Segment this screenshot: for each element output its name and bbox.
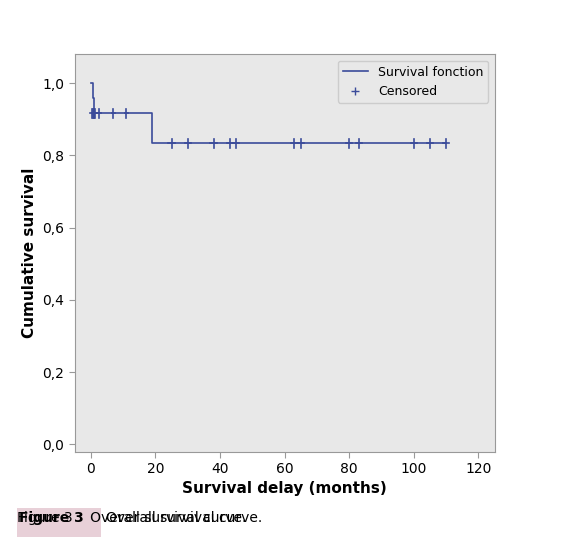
Survival fonction — [91, 95, 98, 102]
Survival fonction — [91, 110, 98, 116]
Survival fonction — [89, 80, 96, 86]
Survival fonction — [94, 110, 101, 116]
Survival fonction — [87, 80, 94, 86]
Survival fonction — [90, 80, 97, 86]
Survival fonction — [95, 110, 102, 116]
Survival fonction — [110, 110, 117, 116]
Survival fonction — [123, 110, 130, 116]
Survival fonction — [94, 110, 101, 116]
Survival fonction — [123, 110, 130, 116]
Survival fonction — [91, 110, 98, 116]
Survival fonction — [95, 110, 102, 116]
Survival fonction — [149, 140, 156, 147]
Survival fonction — [93, 110, 99, 116]
Line: Survival fonction: Survival fonction — [91, 83, 446, 144]
X-axis label: Survival delay (months): Survival delay (months) — [182, 481, 387, 497]
Survival fonction — [139, 110, 146, 116]
Survival fonction — [89, 80, 96, 86]
Text: Figure 3: Figure 3 — [19, 511, 84, 525]
Legend: Survival fonction, Censored: Survival fonction, Censored — [338, 60, 488, 103]
Y-axis label: Cumulative survival: Cumulative survival — [22, 168, 37, 338]
Text: Overall survival curve.: Overall survival curve. — [106, 511, 263, 525]
Text: Figure 3    Overall survival curve.: Figure 3 Overall survival curve. — [17, 511, 247, 525]
Survival fonction — [443, 140, 450, 147]
Survival fonction — [91, 110, 98, 116]
Survival fonction — [139, 110, 146, 116]
Survival fonction — [443, 140, 450, 147]
Survival fonction — [149, 110, 156, 116]
Survival fonction — [90, 95, 97, 102]
Survival fonction — [93, 110, 99, 116]
Survival fonction — [110, 110, 117, 116]
